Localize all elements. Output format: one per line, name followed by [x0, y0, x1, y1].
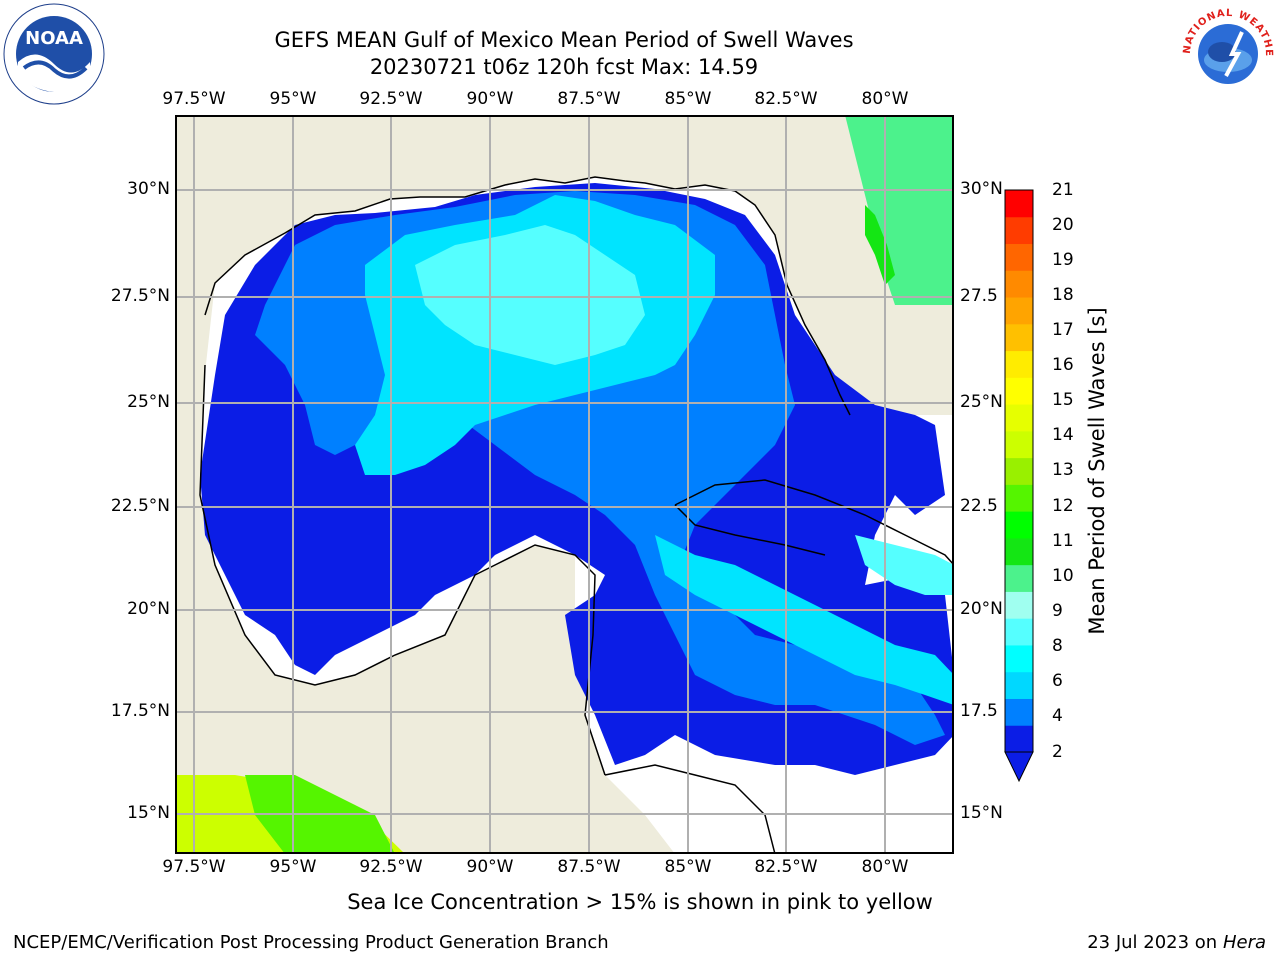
colorbar-segment — [1005, 671, 1033, 699]
colorbar-segment — [1005, 511, 1033, 539]
colorbar-segment — [1005, 564, 1033, 592]
lat-label-left: 17.5°N — [110, 701, 170, 721]
lon-label-bottom: 92.5°W — [359, 857, 423, 877]
nws-logo: NATIONAL WEATHER SERVICE — [1172, 0, 1280, 106]
colorbar-segment — [1005, 377, 1033, 405]
colorbar-tick-label: 10 — [1052, 566, 1074, 586]
lon-label-bottom: 95°W — [269, 857, 317, 877]
colorbar-segment — [1005, 618, 1033, 646]
colorbar-segment — [1005, 350, 1033, 378]
colorbar-tick-label: 21 — [1052, 180, 1074, 200]
colorbar-tick-labels: 21 20 19 18 17 16 15 14 13 12 11 10 9 8 … — [1052, 0, 1092, 960]
colorbar-segment — [1005, 323, 1033, 352]
colorbar-segment — [1005, 270, 1033, 298]
swell-band-8-9 — [415, 225, 645, 365]
swell-caribbean-6-8 — [655, 535, 954, 705]
colorbar-tick-label: 18 — [1052, 285, 1074, 305]
lat-label-left: 15°N — [127, 803, 170, 823]
colorbar-tick-label: 12 — [1052, 496, 1074, 516]
map-graticule — [175, 115, 954, 854]
sea-ice-note: Sea Ice Concentration > 15% is shown in … — [347, 890, 933, 914]
lon-label-bottom: 82.5°W — [754, 857, 818, 877]
swell-caribbean-8-9 — [855, 535, 954, 595]
colorbar-tick-label: 2 — [1052, 742, 1063, 762]
lat-label-left: 20°N — [127, 599, 170, 619]
mexico-coastline — [199, 364, 606, 776]
lon-label-top: 82.5°W — [754, 89, 818, 109]
colorbar-segment — [1005, 698, 1033, 726]
colorbar-extend-arrow — [1004, 751, 1034, 783]
lon-label-bottom: 90°W — [466, 857, 514, 877]
colorbar-tick-label: 4 — [1052, 706, 1063, 726]
colorbar-segment — [1005, 537, 1033, 566]
lat-label-left: 22.5°N — [110, 496, 170, 516]
lat-label-right: 25°N — [960, 392, 1003, 412]
colorbar-segment — [1005, 457, 1033, 485]
lat-label-right: 17.5 — [960, 701, 998, 721]
lon-label-bottom: 97.5°W — [162, 857, 226, 877]
atlantic-band-9-10 — [845, 115, 954, 305]
colorbar-tick-label: 8 — [1052, 636, 1063, 656]
colorbar-tick-label: 15 — [1052, 390, 1074, 410]
host-name: Hera — [1222, 932, 1266, 953]
chart-title: GEFS MEAN Gulf of Mexico Mean Period of … — [274, 28, 854, 52]
colorbar-tick-label: 11 — [1052, 531, 1074, 551]
colorbar-frame — [1004, 189, 1034, 753]
noaa-logo: NOAA — [2, 2, 106, 106]
colorbar-segment — [1005, 190, 1033, 218]
colorbar-segment — [1005, 430, 1033, 459]
colorbar — [1004, 189, 1034, 783]
colorbar-tick-label: 19 — [1052, 250, 1074, 270]
lat-label-right: 27.5 — [960, 286, 998, 306]
colorbar-tick-label: 9 — [1052, 601, 1063, 621]
credit-text: NCEP/EMC/Verification Post Processing Pr… — [13, 932, 609, 953]
atlantic-band-10-11 — [865, 205, 895, 285]
lon-label-top: 97.5°W — [162, 89, 226, 109]
colorbar-tick-label: 16 — [1052, 355, 1074, 375]
lon-label-top: 95°W — [269, 89, 317, 109]
date-text: 23 Jul 2023 on Hera — [1087, 932, 1266, 953]
colorbar-tick-label: 14 — [1052, 425, 1074, 445]
chart-subtitle: 20230721 t06z 120h fcst Max: 14.59 — [369, 55, 759, 79]
colorbar-segment — [1005, 243, 1033, 271]
lon-label-top: 80°W — [861, 89, 909, 109]
map-panel — [175, 115, 954, 854]
colorbar-tick-label: 20 — [1052, 215, 1074, 235]
lat-label-right: 20°N — [960, 599, 1003, 619]
colorbar-segment — [1005, 297, 1033, 325]
lon-label-top: 90°W — [466, 89, 514, 109]
lon-label-bottom: 87.5°W — [557, 857, 621, 877]
lat-label-right: 30°N — [960, 179, 1003, 199]
colorbar-segment — [1005, 484, 1033, 512]
lat-label-left: 30°N — [127, 179, 170, 199]
lat-label-right: 22.5 — [960, 496, 998, 516]
colorbar-tick-label: 17 — [1052, 320, 1074, 340]
colorbar-segment — [1005, 591, 1033, 619]
lon-label-bottom: 85°W — [664, 857, 712, 877]
lat-label-left: 25°N — [127, 392, 170, 412]
map-frame — [175, 115, 954, 854]
colorbar-segment — [1005, 216, 1033, 245]
colorbar-tick-label: 6 — [1052, 671, 1063, 691]
colorbar-segment — [1005, 644, 1033, 673]
date-prefix: 23 Jul 2023 on — [1087, 932, 1223, 953]
central-america-coastline — [604, 764, 776, 854]
svg-text:NOAA: NOAA — [25, 28, 83, 49]
colorbar-segment — [1005, 725, 1033, 753]
lat-label-left: 27.5°N — [110, 286, 170, 306]
colorbar-tick-label: 13 — [1052, 460, 1074, 480]
lon-label-top: 87.5°W — [557, 89, 621, 109]
lat-label-right: 15°N — [960, 803, 1003, 823]
colorbar-segment — [1005, 404, 1033, 432]
lon-label-top: 85°W — [664, 89, 712, 109]
lon-label-bottom: 80°W — [861, 857, 909, 877]
lon-label-top: 92.5°W — [359, 89, 423, 109]
